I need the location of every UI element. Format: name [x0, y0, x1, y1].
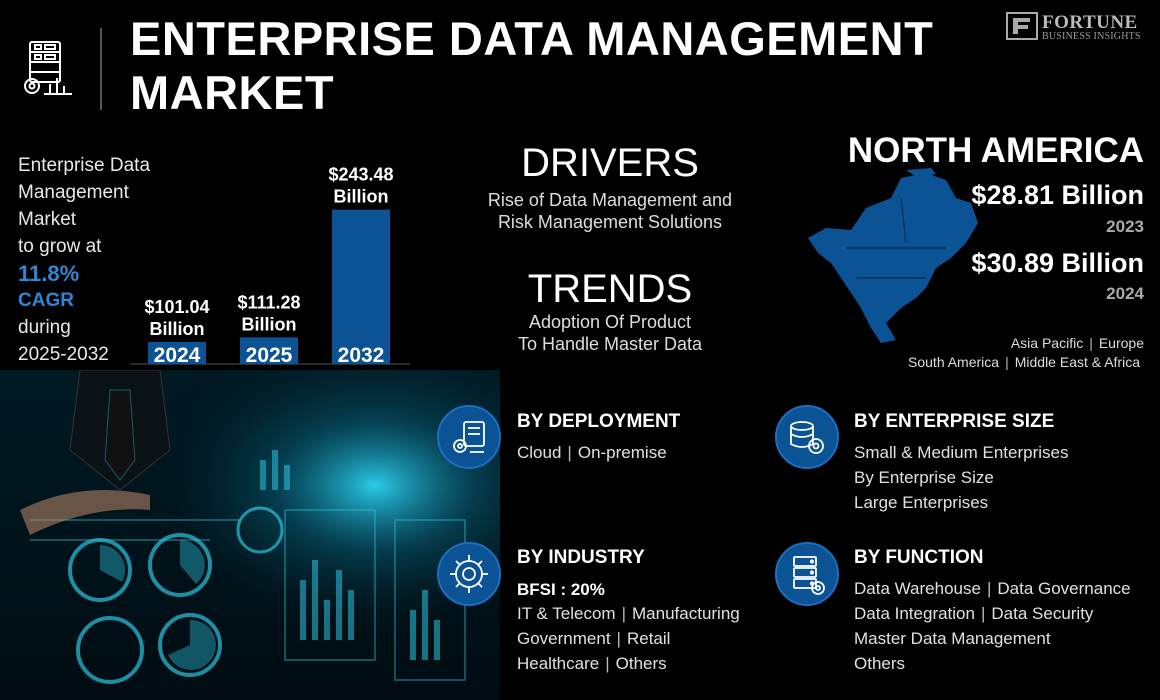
trends-title: TRENDS	[527, 267, 693, 311]
segment-item: Data Governance	[997, 579, 1131, 598]
region-value-2024: $30.89 Billion	[971, 248, 1144, 278]
trends-text: Adoption Of Product To Handle Master Dat…	[460, 311, 760, 355]
segment-item: Government	[517, 629, 611, 648]
segment-item: On-premise	[577, 443, 667, 462]
trends-line: To Handle Master Data	[517, 334, 703, 354]
other-regions-row: South America | Middle East & Africa	[908, 354, 1140, 370]
chart-value-label: $243.48	[328, 165, 393, 185]
segment-item: Data Security	[991, 604, 1094, 623]
chart-category-label: 2024	[154, 344, 201, 367]
logo-mark-icon	[1006, 12, 1038, 40]
north-america-map-icon	[808, 168, 978, 343]
background-illustration	[0, 370, 500, 700]
drivers-text: Rise of Data Management and Risk Managem…	[460, 189, 760, 233]
chart-value-label: $101.04	[144, 297, 209, 317]
forecast-period: 2025-2032	[18, 344, 109, 365]
drivers-line: Rise of Data Management and	[487, 190, 733, 210]
segment-items-deployment: Cloud | On-premise	[517, 443, 667, 462]
segment-row: Data Warehouse | Data Governance	[854, 579, 1131, 598]
intro-line: during	[18, 317, 71, 338]
chart-bar	[332, 209, 390, 364]
region-name: Europe	[1098, 335, 1144, 351]
segment-item: IT & Telecom	[517, 604, 616, 623]
segment-title-industry: BY INDUSTRY	[517, 547, 645, 568]
segment-highlight: BFSI : 20%	[517, 580, 605, 599]
chart-unit-label: Billion	[150, 319, 205, 339]
database-gear-icon	[775, 405, 839, 469]
market-size-bar-chart: 2024$101.04Billion2025$111.28Billion2032…	[130, 165, 410, 367]
segment-item: Cloud	[517, 443, 562, 462]
region-title: NORTH AMERICA	[847, 131, 1144, 170]
segment-item: Manufacturing	[632, 604, 740, 623]
chart-bar	[240, 337, 298, 364]
intro-line: to grow at	[18, 236, 102, 257]
segment-row: Data Integration | Data Security	[854, 604, 1094, 623]
intro-line: Enterprise Data	[18, 155, 151, 176]
trends-line: Adoption Of Product	[528, 312, 692, 332]
segment-item: Large Enterprises	[854, 493, 989, 512]
cloud-deployment-icon	[437, 405, 501, 469]
header-divider	[100, 28, 102, 110]
chart-unit-label: Billion	[242, 314, 297, 334]
segment-item: Master Data Management	[854, 629, 1051, 648]
logo-wordmark: FORTUNE	[1042, 12, 1138, 33]
chart-category-label: 2025	[246, 344, 293, 367]
region-year-2024: 2024	[1106, 284, 1144, 303]
region-value-2023: $28.81 Billion	[971, 180, 1144, 210]
segment-row: Government | Retail	[517, 629, 671, 648]
segment-item: By Enterprise Size	[854, 468, 994, 487]
segment-title-enterprise-size: BY ENTERPRISE SIZE	[854, 411, 1055, 432]
segment-item: Others	[615, 654, 667, 673]
data-server-gear-icon	[18, 38, 78, 98]
segment-item: Others	[854, 654, 906, 673]
region-name: Asia Pacific	[1010, 335, 1084, 351]
industry-gear-icon	[437, 542, 501, 606]
chart-bar	[148, 341, 206, 364]
region-name: South America	[908, 354, 1000, 370]
server-rack-icon	[775, 542, 839, 606]
intro-line: Management	[18, 182, 129, 203]
page-title: ENTERPRISE DATA MANAGEMENT MARKET	[130, 12, 934, 119]
intro-line: Market	[18, 209, 77, 230]
segment-row: IT & Telecom | Manufacturing	[517, 604, 740, 623]
logo-subtitle: BUSINESS INSIGHTS	[1042, 31, 1141, 42]
drivers-line: Risk Management Solutions	[497, 212, 723, 232]
segment-title-function: BY FUNCTION	[854, 547, 984, 568]
drivers-title: DRIVERS	[521, 141, 699, 185]
segment-title-deployment: BY DEPLOYMENT	[517, 411, 681, 432]
chart-value-label: $111.28	[237, 292, 300, 312]
chart-unit-label: Billion	[334, 187, 389, 207]
region-year-2023: 2023	[1106, 217, 1144, 236]
segment-item: Data Integration	[854, 604, 975, 623]
segment-row: Healthcare | Others	[517, 654, 667, 673]
segment-item: Retail	[626, 629, 671, 648]
cagr-label: CAGR	[18, 290, 74, 311]
segment-item: Small & Medium Enterprises	[854, 443, 1069, 462]
market-intro: Enterprise Data Management Market to gro…	[18, 152, 168, 368]
chart-category-label: 2032	[338, 344, 385, 367]
cagr-value: 11.8%	[18, 261, 80, 286]
region-name: Middle East & Africa	[1014, 354, 1140, 370]
segment-item: Healthcare	[517, 654, 600, 673]
other-regions-row: Asia Pacific | Europe	[1010, 335, 1144, 351]
brand-logo: FORTUNE BUSINESS INSIGHTS	[1006, 12, 1146, 42]
segment-item: Data Warehouse	[854, 579, 981, 598]
